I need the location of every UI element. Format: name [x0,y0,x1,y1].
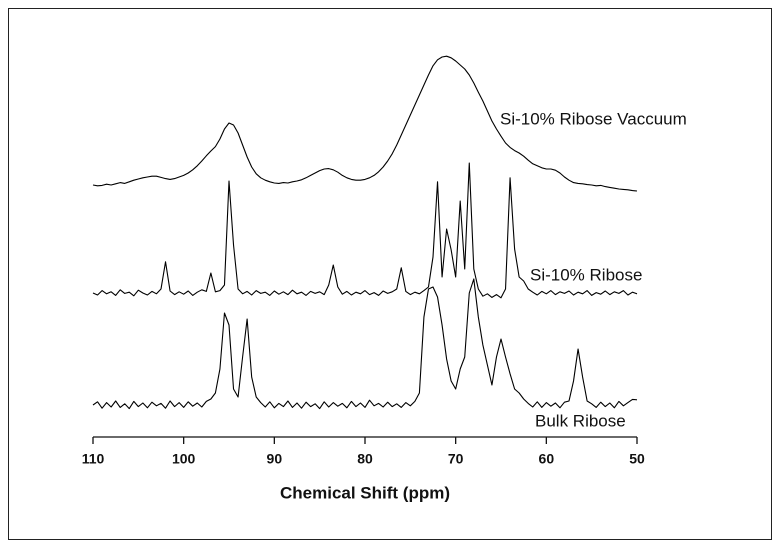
spectrum-line [92,278,638,410]
x-tick-label: 100 [172,451,196,467]
x-tick-label: 70 [448,451,464,467]
spectrum-line [92,162,638,299]
x-tick-label: 50 [629,451,645,467]
spectrum-line [92,55,638,192]
x-tick-label: 80 [357,451,373,467]
x-tick-label: 90 [267,451,283,467]
series-label: Si-10% Ribose [530,265,642,284]
series-label: Si-10% Ribose Vaccuum [500,109,687,128]
x-tick-label: 110 [82,451,105,467]
series-label: Bulk Ribose [535,411,626,430]
frame [8,8,772,540]
x-tick-label: 60 [539,451,555,467]
x-axis-title: Chemical Shift (ppm) [280,483,450,502]
